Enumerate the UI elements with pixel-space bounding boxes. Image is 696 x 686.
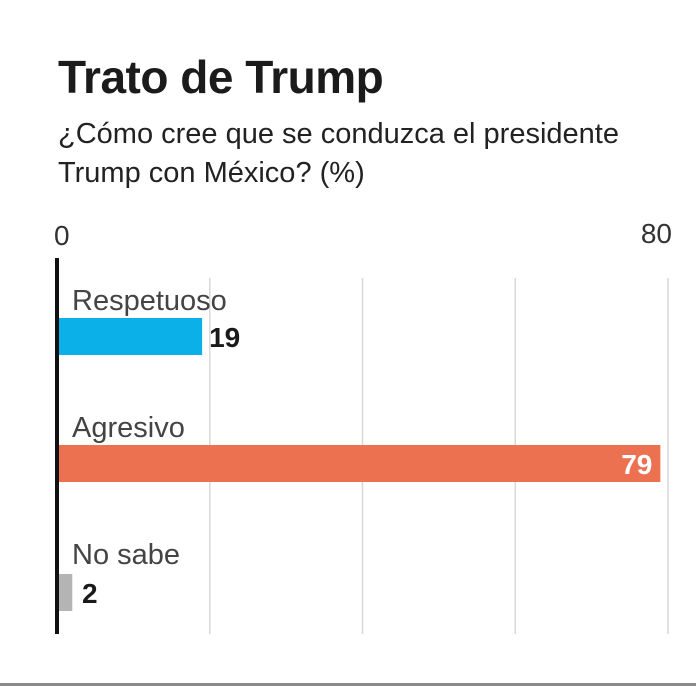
value-label: 79	[621, 449, 652, 480]
bars: Respetuoso 19 Agresivo 79 No sabe 2	[59, 285, 661, 611]
x-tick-label-80: 80	[641, 218, 672, 249]
value-label: 2	[82, 578, 98, 609]
chart-subtitle: ¿Cómo cree que se conduzca el presidente…	[58, 118, 619, 189]
category-label: Respetuoso	[72, 285, 227, 317]
category-label: Agresivo	[72, 412, 185, 444]
chart-title: Trato de Trump	[58, 51, 384, 103]
bar-respetuoso	[59, 318, 203, 355]
bottom-divider	[0, 683, 696, 686]
bar-agresivo	[59, 445, 661, 482]
category-label: No sabe	[72, 539, 180, 571]
value-label: 19	[209, 322, 240, 353]
bar-no-sabe	[59, 574, 73, 611]
x-tick-label-0: 0	[54, 220, 70, 251]
